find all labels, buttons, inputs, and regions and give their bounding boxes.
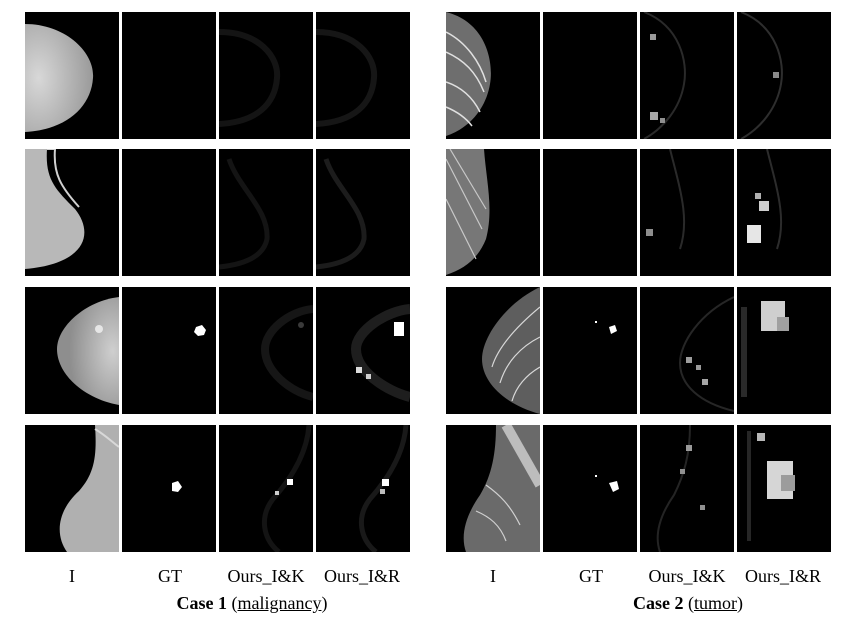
case1-row1-gt-mask	[122, 12, 216, 139]
case1-caption: Case 1 (malignancy)	[176, 593, 328, 613]
case2-row3-ours-ik-map	[640, 287, 734, 414]
case2-row4-ours-ik-map	[640, 425, 734, 552]
case1-row3-ours-ir-map	[316, 287, 410, 414]
case2-row4-ours-ir-map	[737, 425, 831, 552]
case1-col-label-ours-ir: Ours_I&R	[324, 566, 400, 586]
case1-row4-ours-ik-map	[219, 425, 313, 552]
case2-row1-gt-mask	[543, 12, 637, 139]
case1-col-label-input: I	[69, 566, 75, 586]
case1-row4-ours-ir-map	[316, 425, 410, 552]
case1-row2-gt-mask	[122, 149, 216, 276]
case2-row3-ours-ir-map	[737, 287, 831, 414]
case1-row1-ours-ir-map	[316, 12, 410, 139]
case2-row2-input-image	[446, 149, 540, 276]
case2-col-label-ours-ir: Ours_I&R	[745, 566, 821, 586]
case1-row3-input-image	[25, 287, 119, 414]
case1-row3-gt-mask	[122, 287, 216, 414]
case1-row1-input-image	[25, 12, 119, 139]
case2-row1-ours-ik-map	[640, 12, 734, 139]
case1-row2-ours-ik-map	[219, 149, 313, 276]
case2-row1-input-image	[446, 12, 540, 139]
case2-col-label-input: I	[490, 566, 496, 586]
case1-row4-input-image	[25, 425, 119, 552]
case1-row4-gt-mask	[122, 425, 216, 552]
case1-col-label-gt: GT	[158, 566, 182, 586]
case2-row1-ours-ir-map	[737, 12, 831, 139]
case1-image-grid	[25, 12, 411, 552]
case1-row1-ours-ik-map	[219, 12, 313, 139]
case1-col-label-ours-ik: Ours_I&K	[227, 566, 305, 586]
case1-row2-ours-ir-map	[316, 149, 410, 276]
case2-row2-ours-ir-map	[737, 149, 831, 276]
case1-subtitle: malignancy	[237, 593, 322, 613]
case1-title: Case 1	[176, 593, 228, 613]
case2-row4-input-image	[446, 425, 540, 552]
case2-row3-input-image	[446, 287, 540, 414]
case1-row3-ours-ik-map	[219, 287, 313, 414]
case2-row4-gt-mask	[543, 425, 637, 552]
case2-col-label-ours-ik: Ours_I&K	[648, 566, 726, 586]
case2-row2-ours-ik-map	[640, 149, 734, 276]
case2-image-grid	[446, 12, 832, 552]
case2-subtitle: tumor	[694, 593, 737, 613]
case2-row3-gt-mask	[543, 287, 637, 414]
case2-caption: Case 2 (tumor)	[633, 593, 743, 613]
case2-title: Case 2	[633, 593, 684, 613]
case2-col-label-gt: GT	[579, 566, 603, 586]
case2-row2-gt-mask	[543, 149, 637, 276]
case1-row2-input-image	[25, 149, 119, 276]
